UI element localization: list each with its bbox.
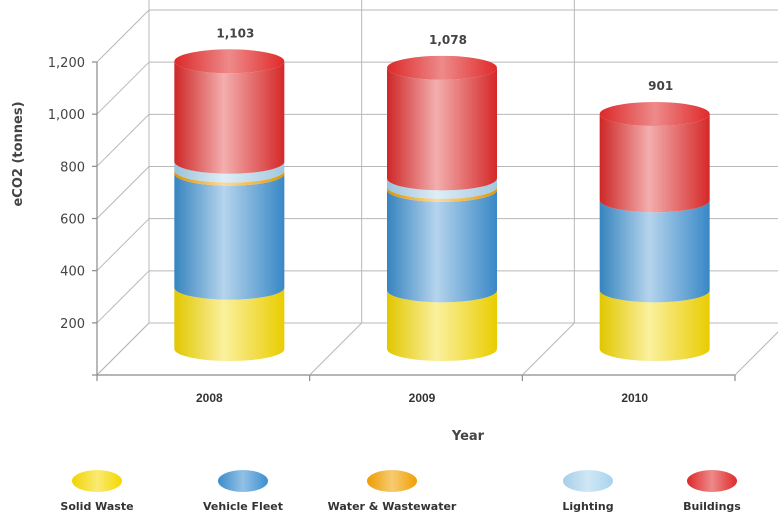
legend-item: Buildings xyxy=(683,470,741,513)
bar-segment-solid-waste xyxy=(599,290,710,361)
bars: 1,103 1,078 901 xyxy=(174,26,710,361)
legend-swatch xyxy=(72,470,122,492)
y-tick-label: 800 xyxy=(60,160,85,175)
bar-segment-water-wastewater xyxy=(387,186,497,202)
y-tick-label: 1,000 xyxy=(48,108,85,123)
x-axis-ticks: 2008 2009 2010 xyxy=(196,391,648,405)
legend-item: Water & Wastewater xyxy=(328,470,457,513)
bar-stack-2008: 1,103 xyxy=(174,26,285,361)
bar-segment-vehicle-fleet xyxy=(599,200,710,303)
legend-label: Lighting xyxy=(562,500,613,513)
gridline-side xyxy=(96,9,150,63)
bar-segment-lighting xyxy=(387,178,497,199)
bar-segment-solid-waste xyxy=(387,290,497,361)
bar-total-label: 1,103 xyxy=(216,26,254,40)
y-tick-label: 400 xyxy=(60,265,85,280)
legend-swatch xyxy=(367,470,417,492)
bar-segment-water-wastewater xyxy=(174,170,285,186)
legend-item: Lighting xyxy=(562,470,614,513)
x-tick-label: 2010 xyxy=(621,391,648,405)
legend-label: Buildings xyxy=(683,500,741,513)
y-axis-ticks: 200 400 600 800 1,000 1,200 xyxy=(48,56,85,332)
gridline-side xyxy=(96,270,150,324)
floor-line xyxy=(96,322,150,376)
bar-top-cap xyxy=(599,101,710,126)
gridline-side xyxy=(96,166,150,219)
bar-top-cap xyxy=(174,49,285,74)
bar-stack-2010: 901 xyxy=(599,79,710,361)
bar-total-label: 1,078 xyxy=(429,33,467,47)
y-tick-label: 600 xyxy=(60,213,85,228)
x-tick-label: 2008 xyxy=(196,391,223,405)
y-tick-label: 1,200 xyxy=(48,56,85,71)
legend: Solid Waste Vehicle Fleet Water & Wastewat… xyxy=(60,470,741,513)
legend-label: Water & Wastewater xyxy=(328,500,457,513)
x-tick-label: 2009 xyxy=(409,391,436,405)
bar-segment-solid-waste xyxy=(174,287,285,361)
legend-swatch xyxy=(563,470,613,492)
floor-line xyxy=(734,331,778,376)
x-axis-title: Year xyxy=(451,429,485,444)
legend-item: Vehicle Fleet xyxy=(203,470,283,513)
bar-segment-lighting xyxy=(174,161,285,183)
y-tick-label: 200 xyxy=(60,317,85,332)
floor-line xyxy=(521,322,575,376)
legend-swatch xyxy=(218,470,268,492)
bar-total-label: 901 xyxy=(648,79,673,93)
floor-line xyxy=(309,322,363,376)
bar-top-cap xyxy=(387,55,497,80)
gridline-side xyxy=(96,218,150,272)
bar-segment-vehicle-fleet xyxy=(174,173,285,300)
bar-segment-buildings xyxy=(387,67,497,191)
bar-segment-buildings xyxy=(174,61,285,174)
y-axis-title: eCO2 (tonnes) xyxy=(11,101,26,206)
legend-item: Solid Waste xyxy=(60,470,134,513)
bar-segment-vehicle-fleet xyxy=(387,189,497,303)
gridline-side xyxy=(96,113,150,167)
bar-stack-2009: 1,078 xyxy=(387,33,497,361)
legend-swatch xyxy=(687,470,737,492)
legend-label: Solid Waste xyxy=(60,500,133,513)
gridline-side xyxy=(96,61,150,115)
bar-segment-buildings xyxy=(599,113,710,213)
legend-label: Vehicle Fleet xyxy=(203,500,283,513)
